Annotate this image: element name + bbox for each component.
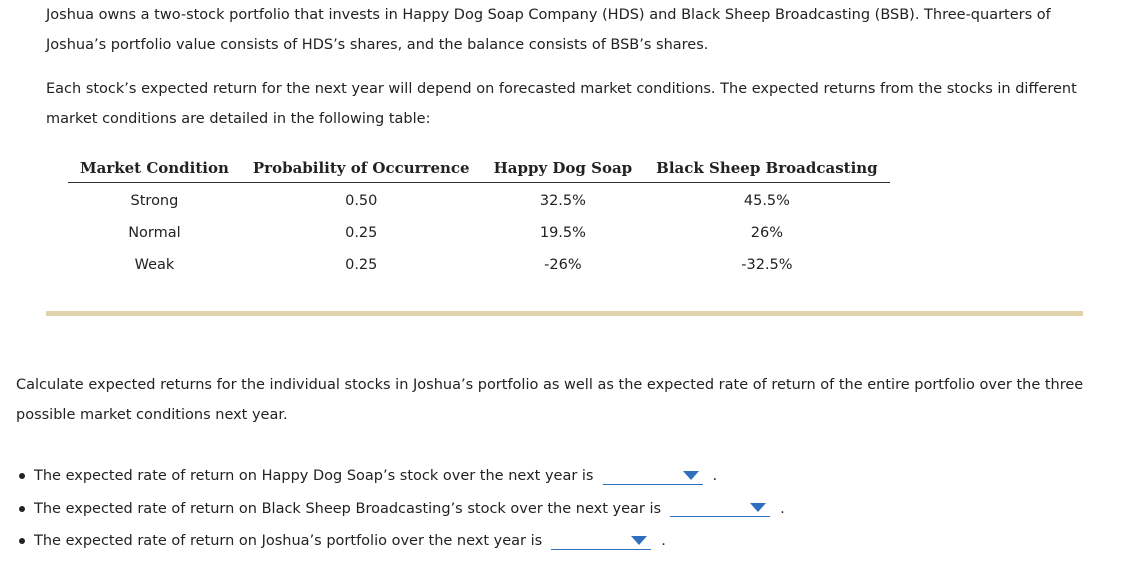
cell-probability: 0.25 (345, 225, 378, 241)
bullet-icon (19, 505, 25, 512)
bsb-return-dropdown[interactable] (670, 496, 771, 518)
cell-bsb-return: 45.5% (743, 193, 790, 209)
list-item: The expected rate of return on Black She… (16, 493, 785, 526)
section-divider (46, 311, 1083, 316)
list-item: The expected rate of return on Happy Dog… (16, 460, 785, 493)
intro-paragraph: Joshua owns a two-stock portfolio that i… (46, 7, 1051, 53)
answer-prompt-hds: The expected rate of return on Happy Dog… (34, 468, 594, 484)
table-row: Weak 0.25 -26% -32.5% (68, 249, 890, 281)
caret-down-icon[interactable] (631, 535, 648, 545)
market-conditions-paragraph: Each stock’s expected return for the nex… (46, 81, 1077, 127)
bullet-icon (19, 538, 25, 545)
cell-probability: 0.50 (345, 193, 378, 209)
cell-hds-return: -26% (544, 257, 582, 273)
task-instructions: Calculate expected returns for the indiv… (16, 377, 1084, 423)
cell-condition: Strong (130, 193, 179, 209)
sentence-period: . (712, 468, 718, 484)
portfolio-return-dropdown[interactable] (551, 529, 652, 550)
table-row: Normal 0.25 19.5% 26% (68, 217, 890, 249)
hds-return-dropdown[interactable] (602, 464, 703, 485)
header-market-condition: Market Condition (68, 155, 241, 183)
cell-hds-return: 32.5% (539, 193, 586, 209)
cell-hds-return: 19.5% (539, 225, 586, 241)
answer-prompt-portfolio: The expected rate of return on Joshua’s … (34, 533, 543, 549)
cell-bsb-return: -32.5% (741, 257, 793, 273)
caret-down-icon[interactable] (750, 503, 767, 513)
caret-down-icon[interactable] (682, 470, 699, 480)
list-item: The expected rate of return on Joshua’s … (16, 525, 785, 558)
sentence-period: . (780, 500, 785, 517)
answer-list: The expected rate of return on Happy Dog… (16, 460, 785, 558)
bullet-icon (19, 473, 25, 480)
table-row: Strong 0.50 32.5% 45.5% (68, 183, 890, 218)
answer-prompt-bsb: The expected rate of return on Black She… (34, 500, 662, 517)
header-black-sheep-broadcasting: Black Sheep Broadcasting (644, 155, 890, 183)
cell-probability: 0.25 (345, 257, 378, 273)
sentence-period: . (661, 533, 666, 549)
table-header-row: Market Condition Probability of Occurren… (68, 155, 890, 183)
cell-bsb-return: 26% (750, 225, 784, 241)
header-happy-dog-soap: Happy Dog Soap (481, 155, 645, 183)
cell-condition: Normal (128, 225, 181, 241)
cell-condition: Weak (134, 257, 175, 273)
expected-returns-table: Market Condition Probability of Occurren… (68, 155, 890, 281)
header-probability: Probability of Occurrence (240, 155, 482, 183)
